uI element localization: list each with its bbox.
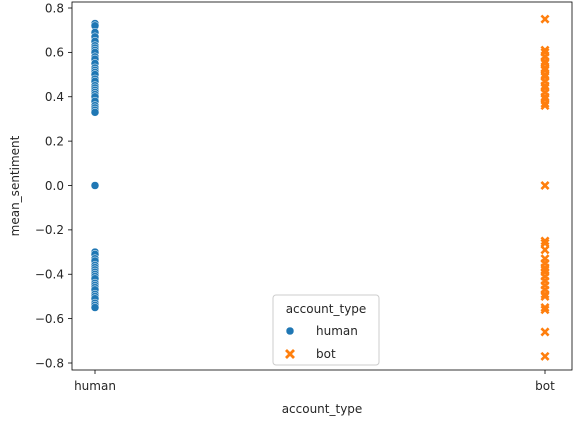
point-bot <box>540 14 550 24</box>
point-bot <box>540 56 550 66</box>
point-bot <box>540 327 550 337</box>
legend-marker-human <box>285 326 295 336</box>
point-bot <box>540 180 550 191</box>
point-human <box>90 303 100 312</box>
point-human <box>90 108 100 117</box>
y-tick-label: 0.4 <box>45 90 64 104</box>
legend-label-human: human <box>316 324 358 338</box>
point-bot <box>540 45 550 55</box>
point-bot <box>540 63 550 73</box>
point-bot <box>540 81 550 91</box>
point-bot <box>540 98 550 108</box>
point-bot <box>540 351 550 361</box>
y-tick-label: 0.0 <box>45 179 64 193</box>
point-human <box>90 181 100 190</box>
legend-frame <box>272 294 380 366</box>
y-axis-ticks: 0.8 0.6 0.4 0.2 0.0 −0.2 −0.4 −0.6 −0.8 <box>35 1 72 370</box>
y-tick-label: −0.8 <box>35 356 64 370</box>
y-tick-label: 0.2 <box>45 134 64 148</box>
point-bot <box>540 291 550 301</box>
legend: account_type human bot <box>272 294 380 366</box>
point-bot <box>540 101 550 111</box>
y-tick-label: −0.4 <box>35 268 64 282</box>
point-bot <box>540 236 550 246</box>
y-tick-label: 0.8 <box>45 1 64 15</box>
point-bot <box>540 70 550 80</box>
x-axis-ticks: human bot <box>74 370 555 393</box>
y-axis-label: mean_sentiment <box>8 135 22 236</box>
point-bot <box>540 238 550 248</box>
legend-marker-bot <box>285 349 295 359</box>
legend-title: account_type <box>286 302 367 316</box>
y-tick-label: −0.2 <box>35 223 64 237</box>
data-points <box>90 14 550 361</box>
x-tick-label: bot <box>535 379 555 393</box>
point-bot <box>540 92 550 102</box>
x-axis-label: account_type <box>282 402 363 416</box>
point-bot <box>540 265 550 275</box>
point-bot <box>540 289 550 299</box>
y-tick-label: −0.6 <box>35 312 64 326</box>
plot-frame <box>71 1 573 371</box>
point-bot <box>540 305 550 315</box>
x-tick-label: human <box>74 379 116 393</box>
point-bot <box>540 303 550 313</box>
y-tick-label: 0.6 <box>45 46 64 60</box>
point-bot <box>540 245 550 255</box>
legend-label-bot: bot <box>316 347 336 361</box>
